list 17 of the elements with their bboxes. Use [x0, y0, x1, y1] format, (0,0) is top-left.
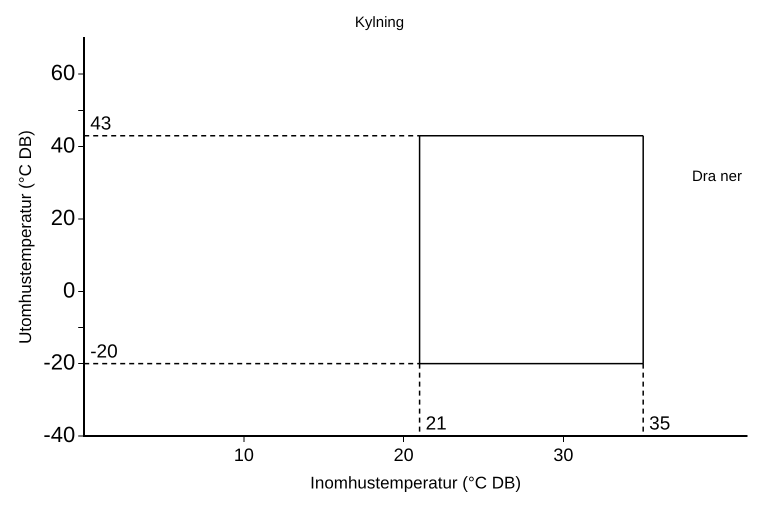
- annotation: -20: [90, 341, 118, 362]
- x-tick-label: 20: [394, 444, 414, 465]
- x-tick-label: 30: [553, 444, 574, 465]
- y-tick-label: -40: [43, 422, 76, 448]
- y-tick-label: 40: [50, 132, 76, 158]
- annotation: Dra ner: [692, 168, 742, 186]
- annotation: 35: [649, 414, 670, 435]
- x-tick-label: 10: [234, 444, 254, 465]
- chart-title: Kylning: [354, 14, 404, 32]
- y-tick-label: -20: [43, 350, 76, 375]
- annotation: 43: [90, 113, 112, 134]
- y-tick-label: 0: [62, 277, 76, 302]
- x-axis-title: Inomhustemperatur (°C DB): [310, 473, 522, 492]
- y-axis-title: Utomhustemperatur (°C DB): [16, 130, 35, 344]
- y-tick-label: 20: [50, 204, 76, 230]
- y-tick-label: 60: [50, 60, 76, 86]
- annotation: 21: [426, 414, 447, 435]
